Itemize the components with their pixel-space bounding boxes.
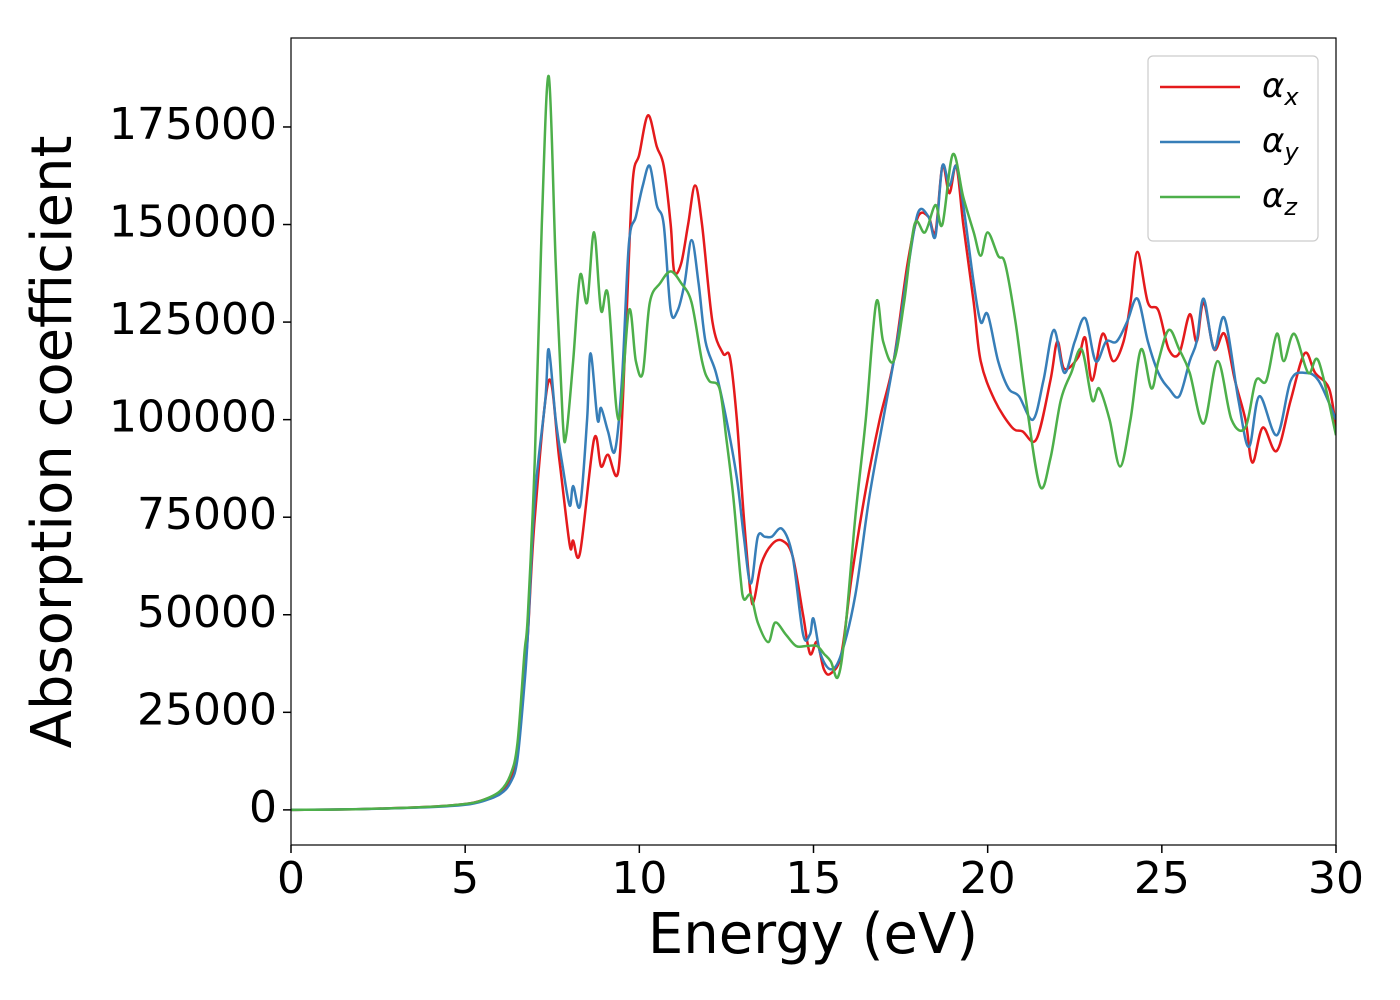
y-axis-label: Absorption coefficient xyxy=(20,136,85,749)
y-tick-label: 175000 xyxy=(109,99,277,150)
x-tick-label: 20 xyxy=(960,853,1016,904)
y-tick-label: 25000 xyxy=(137,684,277,735)
x-tick-label: 25 xyxy=(1134,853,1190,904)
series-line xyxy=(291,74,1336,812)
plot-frame xyxy=(290,37,1337,846)
y-tick-label: 150000 xyxy=(109,197,277,248)
x-tick-label: 0 xyxy=(277,853,305,904)
legend-label: αz xyxy=(1262,176,1298,221)
x-tick-label: 30 xyxy=(1308,853,1364,904)
x-tick-label: 15 xyxy=(786,853,842,904)
x-axis-label: Energy (eV) xyxy=(648,902,978,967)
x-tick-label: 10 xyxy=(611,853,667,904)
series-line xyxy=(291,114,1336,812)
y-tick-label: 100000 xyxy=(109,392,277,443)
y-tick-label: 75000 xyxy=(137,489,277,540)
series-line xyxy=(291,163,1336,812)
legend-label: αy xyxy=(1262,121,1299,166)
y-tick-label: 50000 xyxy=(137,587,277,638)
legend-label: αx xyxy=(1262,66,1299,111)
y-tick-label: 0 xyxy=(249,782,277,833)
x-tick-label: 5 xyxy=(451,853,479,904)
legend-box xyxy=(1147,55,1319,242)
y-tick-label: 125000 xyxy=(109,294,277,345)
